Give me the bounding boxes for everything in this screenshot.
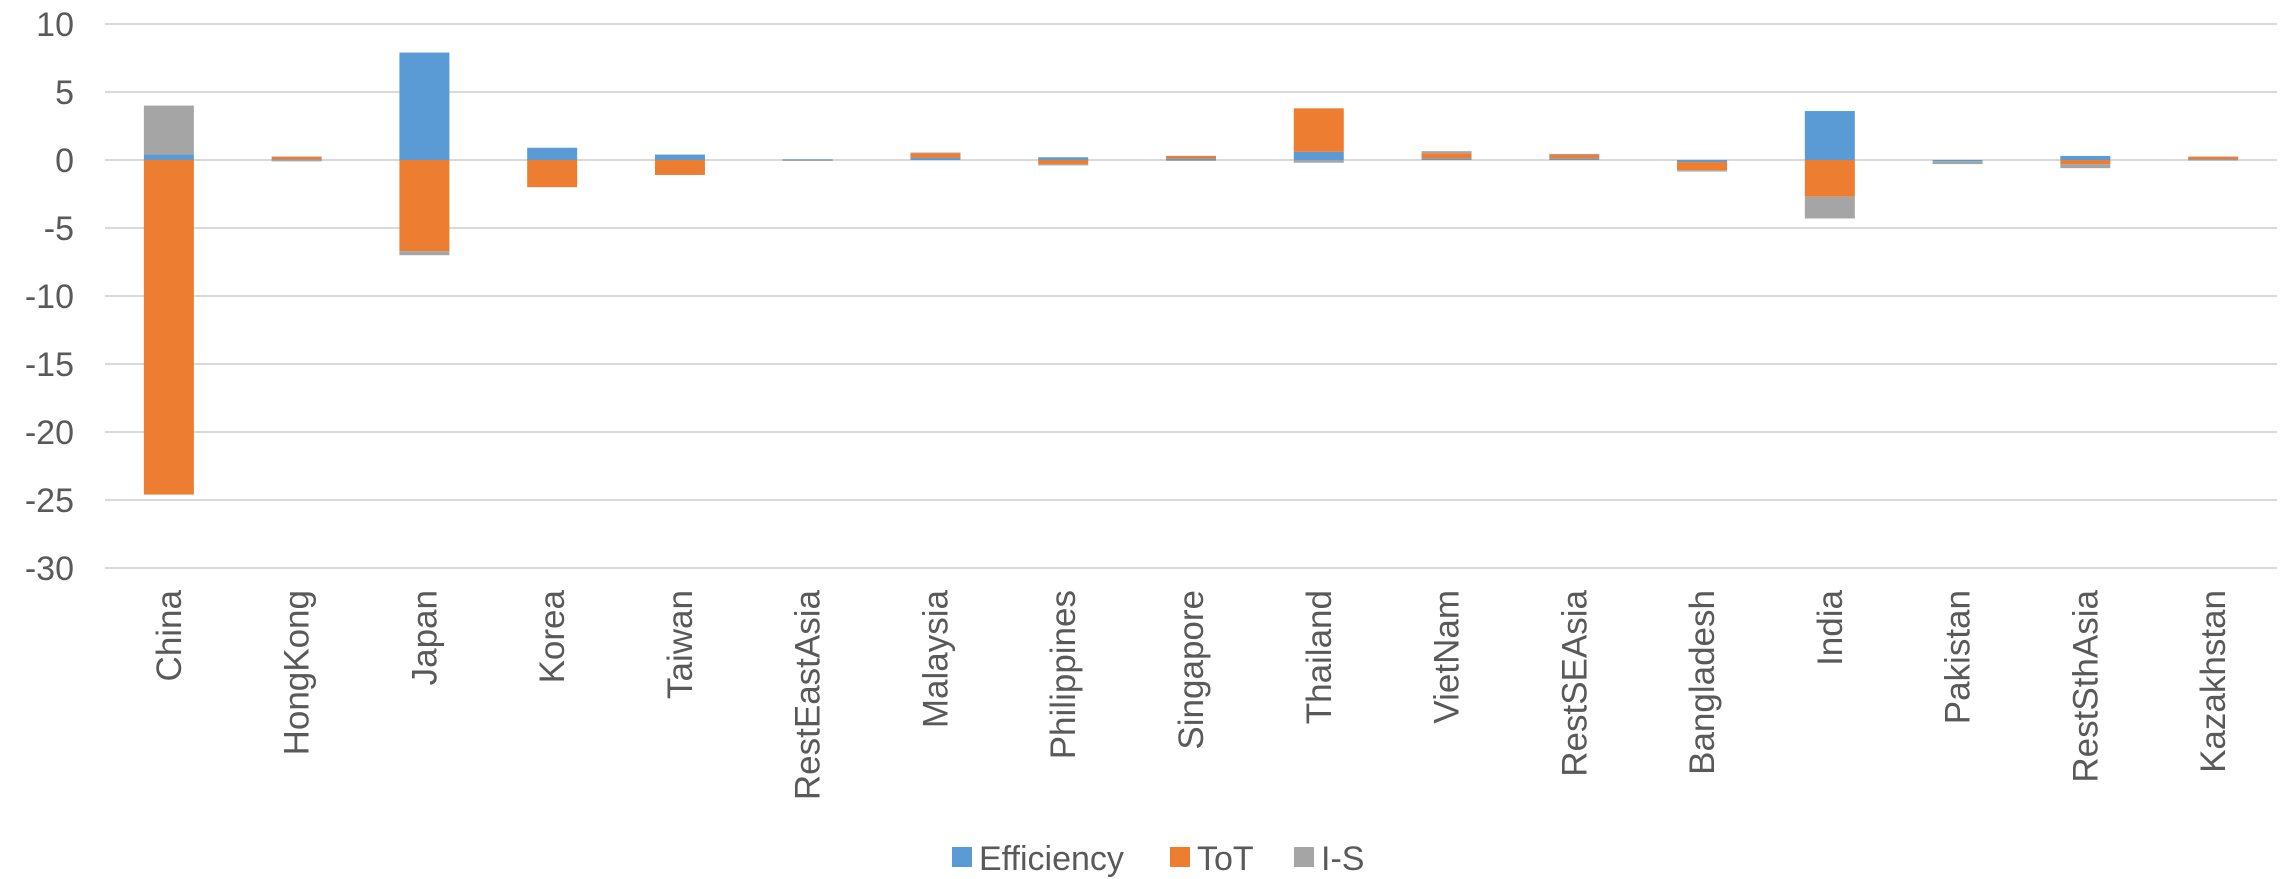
bar-efficiency-kazakhstan [2188, 159, 2239, 161]
bar-tot-taiwan [654, 160, 705, 175]
bar-i-s-hongkong [271, 160, 322, 162]
bar-efficiency-china [143, 154, 194, 160]
bar-efficiency-pakistan [1932, 160, 1983, 162]
x-category-label: Singapore [1172, 590, 1211, 750]
x-category-label: Kazakhstan [2194, 590, 2233, 773]
x-category-label: Philippines [1044, 590, 1083, 759]
x-category-label: Bangladesh [1683, 590, 1722, 775]
bar-efficiency-bangladesh [1677, 160, 1728, 163]
bars [143, 52, 2239, 495]
x-category-label: India [1811, 589, 1850, 665]
bar-efficiency-vietnam [1421, 158, 1472, 160]
bar-i-s-japan [399, 251, 450, 256]
legend-swatch-tot [1170, 847, 1190, 867]
legend-swatch-i-s [1294, 847, 1314, 867]
y-tick-label: -5 [44, 210, 74, 248]
bar-efficiency-philippines [1038, 157, 1089, 160]
bar-efficiency-korea [527, 147, 578, 160]
legend-swatch-efficiency [952, 847, 972, 867]
bar-i-s-singapore [1166, 160, 1216, 161]
y-tick-label: -25 [25, 482, 74, 520]
bar-tot-restseasia [1549, 154, 1600, 159]
bar-i-s-vietnam [1421, 151, 1472, 154]
bar-efficiency-restseasia [1549, 158, 1600, 160]
y-tick-label: 0 [55, 142, 74, 180]
bar-i-s-china [143, 105, 194, 155]
y-tick-label: 10 [36, 6, 74, 44]
bar-tot-reststhasia [2060, 160, 2111, 165]
bar-tot-korea [527, 160, 578, 188]
bar-tot-philippines [1038, 160, 1089, 165]
bar-i-s-restseasia [1549, 153, 1600, 155]
x-category-label: Korea [533, 589, 572, 683]
legend: Efficiency ToT I-S [952, 840, 1364, 878]
x-category-label: RestSthAsia [2066, 589, 2105, 782]
bar-efficiency-india [1804, 111, 1855, 160]
bar-tot-hongkong [271, 156, 322, 160]
x-category-label: Japan [405, 590, 444, 685]
bar-tot-kazakhstan [2188, 156, 2239, 160]
x-category-label: China [150, 589, 189, 681]
bar-efficiency-thailand [1293, 151, 1344, 160]
x-category-label: Taiwan [661, 590, 700, 699]
legend-label: Efficiency [979, 840, 1124, 878]
y-axis-ticks: 10 5 0 -5 -10 -15 -20 -25 -30 [25, 6, 74, 588]
x-category-label: HongKong [278, 590, 317, 755]
y-tick-label: -20 [25, 414, 74, 452]
bar-tot-vietnam [1421, 153, 1472, 159]
y-tick-label: 5 [55, 74, 74, 112]
bar-i-s-malaysia [910, 152, 961, 154]
x-category-label: RestEastAsia [789, 589, 828, 800]
bar-efficiency-malaysia [910, 157, 961, 160]
bar-tot-india [1804, 160, 1855, 197]
bar-i-s-india [1804, 196, 1855, 219]
y-tick-label: -15 [25, 346, 74, 384]
bar-efficiency-resteastasia [782, 159, 833, 161]
bar-i-s-reststhasia [2060, 164, 2111, 169]
bar-tot-thailand [1293, 108, 1344, 152]
y-tick-label: -30 [25, 550, 74, 588]
bar-i-s-resteastasia [782, 160, 833, 161]
x-category-label: Malaysia [916, 589, 955, 728]
legend-label: I-S [1321, 840, 1364, 878]
legend-label: ToT [1197, 840, 1254, 878]
x-category-label: VietNam [1428, 590, 1467, 724]
bar-efficiency-hongkong [271, 159, 322, 161]
bar-efficiency-singapore [1166, 158, 1216, 160]
x-category-label: RestSEAsia [1555, 589, 1594, 776]
bar-tot-bangladesh [1677, 162, 1728, 171]
x-axis-categories: China HongKong Japan Korea Taiwan RestEastAsi… [150, 589, 2233, 800]
bar-tot-singapore [1166, 155, 1216, 159]
bar-efficiency-reststhasia [2060, 155, 2111, 160]
x-category-label: Pakistan [1939, 590, 1978, 724]
bar-efficiency-taiwan [654, 154, 705, 160]
bar-tot-japan [399, 160, 450, 252]
bar-i-s-pakistan [1932, 161, 1983, 165]
gridlines [105, 23, 2277, 569]
x-category-label: Thailand [1300, 590, 1339, 724]
bar-tot-china [143, 160, 194, 495]
bar-i-s-philippines [1038, 164, 1089, 166]
y-tick-label: -10 [25, 278, 74, 316]
bar-i-s-bangladesh [1677, 170, 1728, 172]
bar-efficiency-japan [399, 52, 450, 161]
bar-i-s-thailand [1293, 160, 1344, 163]
bar-tot-malaysia [910, 153, 961, 158]
